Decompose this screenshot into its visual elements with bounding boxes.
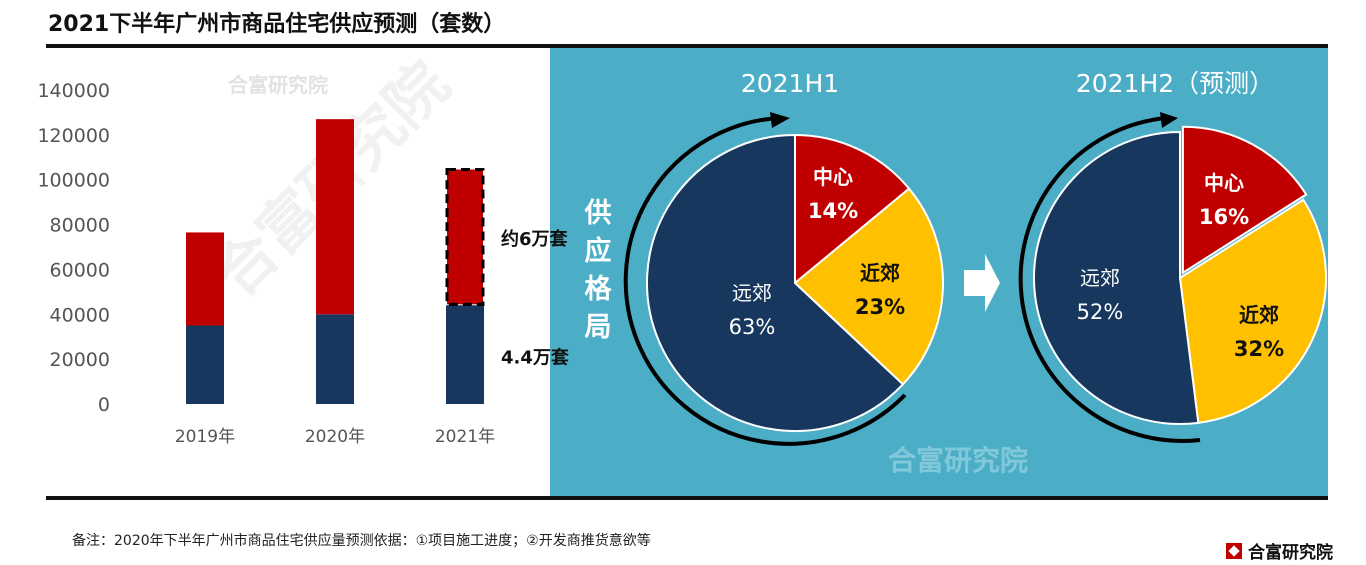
y-tick-label: 100000 bbox=[37, 170, 110, 192]
brand-logo: 合富研究院 bbox=[1226, 538, 1333, 563]
y-tick-label: 20000 bbox=[50, 349, 110, 371]
side-label-char: 格 bbox=[585, 274, 613, 305]
pie-slice-label: 远郊 bbox=[1080, 266, 1120, 290]
cycle-arrow-arc bbox=[1018, 116, 1201, 443]
bar-segment bbox=[446, 305, 484, 404]
x-tick-label: 2021年 bbox=[435, 427, 495, 447]
pie-slice-value: 23% bbox=[855, 295, 905, 319]
y-tick-label: 140000 bbox=[37, 80, 110, 102]
side-label-char: 供 bbox=[584, 198, 612, 229]
y-tick-label: 80000 bbox=[50, 215, 110, 237]
pie-slice bbox=[794, 133, 911, 286]
side-label-char: 局 bbox=[585, 312, 612, 343]
pie-slice-label: 近郊 bbox=[860, 261, 900, 285]
cycle-arrow-arc bbox=[623, 116, 907, 446]
watermark-text: 合富研究院 bbox=[228, 73, 328, 97]
pie-slice bbox=[1178, 198, 1327, 424]
pie-title: 2021H1 bbox=[741, 69, 839, 98]
bottom-rule bbox=[46, 496, 1328, 500]
logo-text: 合富研究院 bbox=[1248, 543, 1333, 563]
pie-slice-value: 32% bbox=[1234, 337, 1284, 361]
pie-slice-label: 中心 bbox=[813, 165, 853, 189]
y-tick-label: 60000 bbox=[50, 259, 110, 281]
y-tick-label: 120000 bbox=[37, 125, 110, 147]
pie-slice bbox=[1033, 130, 1200, 425]
arrow-head-icon bbox=[1160, 112, 1178, 128]
arrow-head-icon bbox=[770, 112, 790, 128]
pie-slice bbox=[1181, 125, 1308, 275]
bar-segment bbox=[186, 325, 224, 404]
pie-slice-value: 52% bbox=[1077, 300, 1124, 324]
next-arrow-icon bbox=[964, 254, 1000, 312]
pie-title: 2021H2（预测） bbox=[1076, 69, 1274, 98]
x-tick-label: 2020年 bbox=[305, 427, 365, 447]
y-tick-label: 40000 bbox=[50, 304, 110, 326]
forecast-bar-segment bbox=[445, 168, 485, 306]
x-tick-label: 2019年 bbox=[175, 427, 235, 447]
watermark-panel: 合富研究院 bbox=[888, 444, 1028, 477]
pie-slice-label: 中心 bbox=[1204, 171, 1244, 195]
bar-segment bbox=[316, 314, 354, 404]
footnote: 备注：2020年下半年广州市商品住宅供应量预测依据：①项目施工进度；②开发商推货… bbox=[72, 533, 651, 549]
pie-slice bbox=[793, 187, 944, 386]
side-label-char: 应 bbox=[585, 235, 612, 267]
pie-slice-label: 近郊 bbox=[1239, 303, 1279, 327]
bar-segment bbox=[316, 119, 354, 315]
pie-slice-value: 63% bbox=[729, 315, 776, 339]
bar-segment bbox=[186, 232, 224, 326]
pie-slice-label: 远郊 bbox=[732, 281, 772, 305]
pie-slice-value: 16% bbox=[1199, 205, 1249, 229]
top-rule bbox=[46, 44, 1328, 48]
y-tick-label: 0 bbox=[98, 394, 110, 416]
pie-slice bbox=[646, 133, 905, 432]
bar-annotation-forecast: 约6万套 bbox=[501, 228, 568, 250]
page-title: 2021下半年广州市商品住宅供应预测（套数） bbox=[48, 12, 506, 37]
logo-icon bbox=[1226, 542, 1242, 559]
bar-annotation-base: 4.4万套 bbox=[501, 346, 569, 368]
pie-slice-value: 14% bbox=[808, 199, 858, 223]
